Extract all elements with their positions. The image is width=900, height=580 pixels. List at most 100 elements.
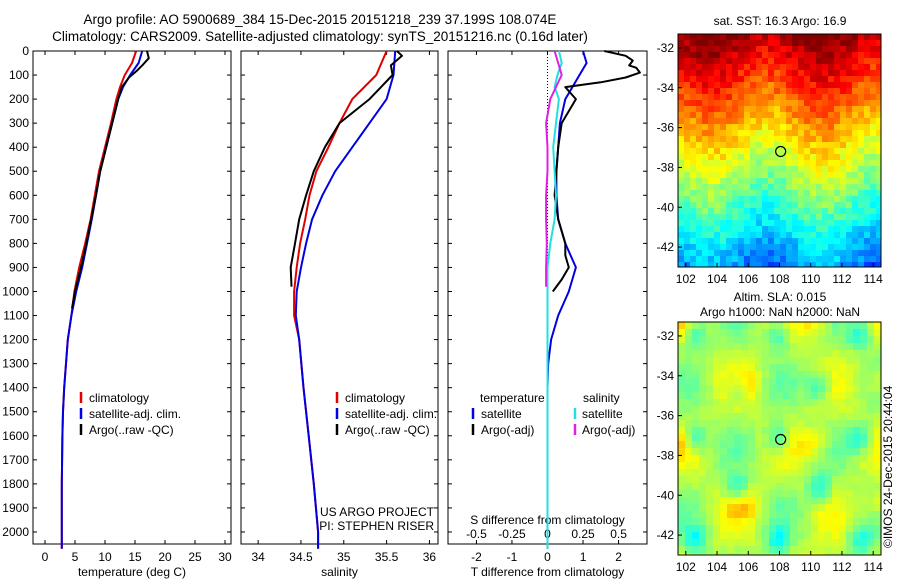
heatmap-cell (786, 46, 792, 52)
heatmap-cell (702, 166, 708, 172)
heatmap-cell (780, 136, 786, 142)
heatmap-cell (756, 40, 762, 46)
heatmap-cell (816, 220, 822, 226)
heatmap-cell (706, 525, 713, 532)
heatmap-cell (816, 136, 822, 142)
heatmap-cell (714, 172, 720, 178)
heatmap-cell (762, 504, 769, 511)
heatmap-cell (720, 371, 727, 378)
heatmap-cell (744, 238, 750, 244)
heatmap-cell (696, 94, 702, 100)
heatmap-cell (797, 441, 804, 448)
heatmap-cell (738, 52, 744, 58)
heatmap-cell (832, 490, 839, 497)
heatmap-cell (834, 82, 840, 88)
heatmap-cell (714, 232, 720, 238)
heatmap-cell (816, 100, 822, 106)
heatmap-cell (769, 336, 776, 343)
heatmap-cell (840, 130, 846, 136)
heatmap-cell (768, 196, 774, 202)
heatmap-cell (685, 343, 692, 350)
heatmap-cell (720, 553, 727, 555)
heatmap-cell (810, 58, 816, 64)
heatmap-cell (867, 378, 874, 385)
heatmap-cell (774, 226, 780, 232)
heatmap-cell (874, 497, 881, 504)
heatmap-cell (832, 329, 839, 336)
heatmap-cell (860, 364, 867, 371)
x-tick-label: -1 (507, 550, 518, 564)
heatmap-cell (762, 172, 768, 178)
heatmap-cell (780, 106, 786, 112)
heatmap-cell (822, 130, 828, 136)
heatmap-cell (846, 184, 852, 190)
heatmap-cell (798, 58, 804, 64)
heatmap-cell (846, 52, 852, 58)
heatmap-cell (858, 256, 864, 262)
heatmap-cell (867, 462, 874, 469)
heatmap-cell (792, 64, 798, 70)
heatmap-cell (804, 166, 810, 172)
heatmap-cell (811, 385, 818, 392)
heatmap-cell (713, 434, 720, 441)
heatmap-cell (702, 172, 708, 178)
heatmap-cell (786, 196, 792, 202)
heatmap-cell (853, 399, 860, 406)
heatmap-cell (876, 118, 881, 124)
heatmap-cell (810, 220, 816, 226)
heatmap-cell (852, 34, 858, 40)
heatmap-cell (860, 532, 867, 539)
heatmap-cell (692, 553, 699, 555)
heatmap-cell (744, 124, 750, 130)
heatmap-cell (874, 322, 881, 329)
heatmap-cell (825, 406, 832, 413)
heatmap-cell (744, 106, 750, 112)
heatmap-cell (834, 202, 840, 208)
heatmap-cell (797, 406, 804, 413)
heatmap-cell (713, 455, 720, 462)
heatmap-cell (776, 483, 783, 490)
heatmap-cell (822, 256, 828, 262)
heatmap-cell (828, 124, 834, 130)
heatmap-cell (720, 76, 726, 82)
heatmap-cell (678, 497, 685, 504)
heatmap-cell (858, 64, 864, 70)
heatmap-cell (685, 504, 692, 511)
heatmap-cell (834, 130, 840, 136)
heatmap-cell (780, 40, 786, 46)
heatmap-cell (825, 546, 832, 553)
heatmap-cell (699, 434, 706, 441)
heatmap-cell (750, 160, 756, 166)
heatmap-cell (727, 448, 734, 455)
heatmap-cell (792, 148, 798, 154)
heatmap-cell (720, 518, 727, 525)
heatmap-cell (727, 364, 734, 371)
heatmap-cell (832, 539, 839, 546)
heatmap-cell (792, 160, 798, 166)
heatmap-cell (783, 476, 790, 483)
heatmap-cell (858, 100, 864, 106)
heatmap-cell (792, 154, 798, 160)
heatmap-cell (832, 469, 839, 476)
heatmap-cell (818, 420, 825, 427)
heatmap-cell (720, 124, 726, 130)
heatmap-cell (816, 142, 822, 148)
heatmap-cell (783, 378, 790, 385)
heatmap-cell (732, 172, 738, 178)
heatmap-cell (762, 434, 769, 441)
heatmap-cell (858, 208, 864, 214)
heatmap-cell (790, 511, 797, 518)
heatmap-cell (720, 364, 727, 371)
heatmap-cell (699, 343, 706, 350)
heatmap-cell (840, 136, 846, 142)
heatmap-cell (706, 546, 713, 553)
heatmap-cell (834, 154, 840, 160)
heatmap-cell (741, 532, 748, 539)
heatmap-cell (734, 448, 741, 455)
heatmap-cell (853, 371, 860, 378)
heatmap-cell (864, 214, 870, 220)
heatmap-cell (748, 329, 755, 336)
heatmap-cell (825, 350, 832, 357)
heatmap-cell (762, 124, 768, 130)
heatmap-cell (874, 511, 881, 518)
